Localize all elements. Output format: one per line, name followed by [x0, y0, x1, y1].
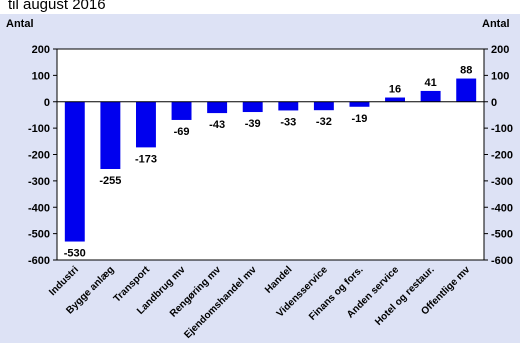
data-label: -19 [352, 113, 368, 125]
bar [349, 101, 370, 107]
y-tick-label-left: -300 [28, 176, 50, 188]
bar [207, 101, 228, 114]
y-tick-label-left: -400 [28, 202, 50, 214]
data-label: -530 [64, 248, 86, 260]
data-label: -43 [209, 119, 225, 131]
y-tick-label-right: 100 [491, 70, 509, 82]
bar [313, 101, 334, 111]
y-tick-label-right: -300 [491, 176, 513, 188]
y-tick-label-right: -200 [491, 150, 513, 162]
data-label: -32 [316, 116, 332, 128]
data-label: 41 [425, 77, 437, 89]
data-label: 16 [389, 84, 401, 96]
y-axis-left: 200 100 0 -100 -200 -300 -400 -500 -600 [28, 44, 57, 267]
data-label: -173 [135, 153, 157, 165]
bar [242, 101, 263, 113]
y-tick-label-left: -100 [28, 123, 50, 135]
y-tick-label-right: 0 [491, 97, 497, 109]
subtitle-fragment: til august 2016 [8, 0, 106, 13]
bar [385, 97, 406, 102]
y-tick-label-right: 200 [491, 44, 509, 56]
data-label: -39 [245, 118, 261, 130]
bar [100, 101, 121, 170]
y-tick-label-left: -200 [28, 150, 50, 162]
y-tick-label-right: -500 [491, 229, 513, 241]
y-tick-label-right: -400 [491, 202, 513, 214]
bar [278, 101, 299, 111]
y-axis-title-right: Antal [482, 18, 510, 30]
data-labels: -530 -255 -173 -69 -43 -39 -33 -32 -19 16 41 88 [64, 65, 473, 260]
bar [420, 90, 441, 102]
bars [64, 78, 477, 242]
data-label: -33 [280, 116, 296, 128]
data-label: 88 [460, 65, 472, 77]
bar [171, 101, 192, 120]
bar [135, 101, 156, 148]
plot-area [56, 48, 485, 261]
y-tick-label-left: 100 [32, 70, 50, 82]
y-tick-label-left: 0 [44, 97, 50, 109]
bar [64, 101, 85, 242]
y-tick-label-left: -500 [28, 229, 50, 241]
bar [456, 78, 477, 102]
y-axis-right: 200 100 0 -100 -200 -300 -400 -500 -600 [484, 44, 513, 267]
y-tick-label-right: -600 [491, 255, 513, 267]
data-label: -69 [174, 126, 190, 138]
y-tick-label-right: -100 [491, 123, 513, 135]
y-axis-title-left: Antal [6, 18, 34, 30]
y-tick-label-left: 200 [32, 44, 50, 56]
y-tick-label-left: -600 [28, 255, 50, 267]
data-label: -255 [99, 175, 121, 187]
